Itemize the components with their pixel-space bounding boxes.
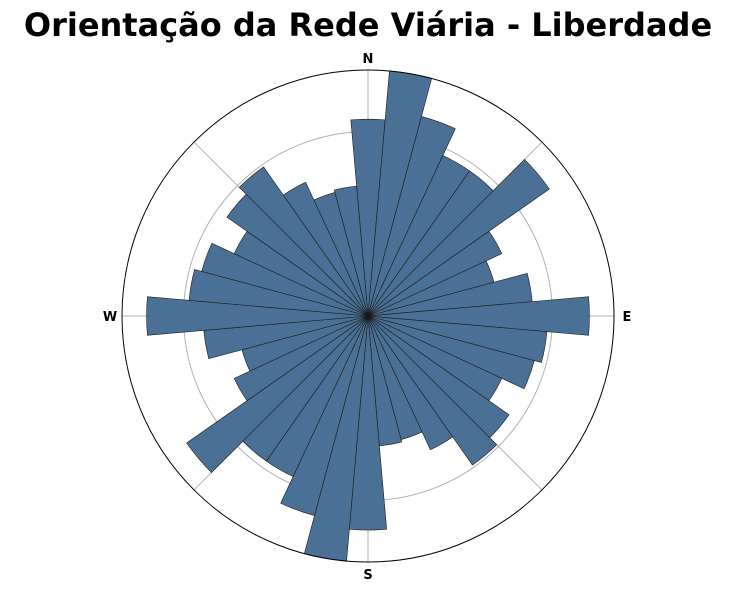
- rose-bar-330: [282, 181, 369, 317]
- rose-bar-90: [367, 296, 590, 336]
- rose-bar-20: [367, 116, 456, 317]
- rose-bar-50: [367, 159, 550, 317]
- rose-bar-240: [233, 315, 369, 402]
- rose-bar-230: [186, 315, 369, 473]
- rose-bar-150: [367, 315, 454, 451]
- compass-label-north: N: [363, 52, 374, 67]
- compass-label-south: S: [363, 568, 372, 583]
- rose-bar-290: [201, 242, 369, 317]
- compass-label-east: E: [623, 310, 632, 325]
- chart-title: Orientação da Rede Viária - Liberdade: [23, 6, 713, 44]
- rose-bar-110: [367, 315, 535, 390]
- rose-bar-280: [188, 269, 369, 317]
- compass-label-west: W: [103, 310, 117, 325]
- rose-bar-320: [238, 166, 369, 317]
- rose-bar-60: [367, 230, 503, 317]
- polar-frame: [121, 69, 615, 563]
- rose-bar-140: [367, 315, 498, 466]
- rose-bar-270: [146, 296, 369, 336]
- rose-bar-350: [333, 185, 369, 317]
- rose-bar-100: [367, 315, 548, 363]
- rose-bar-200: [280, 315, 369, 516]
- rose-bars: [146, 70, 590, 562]
